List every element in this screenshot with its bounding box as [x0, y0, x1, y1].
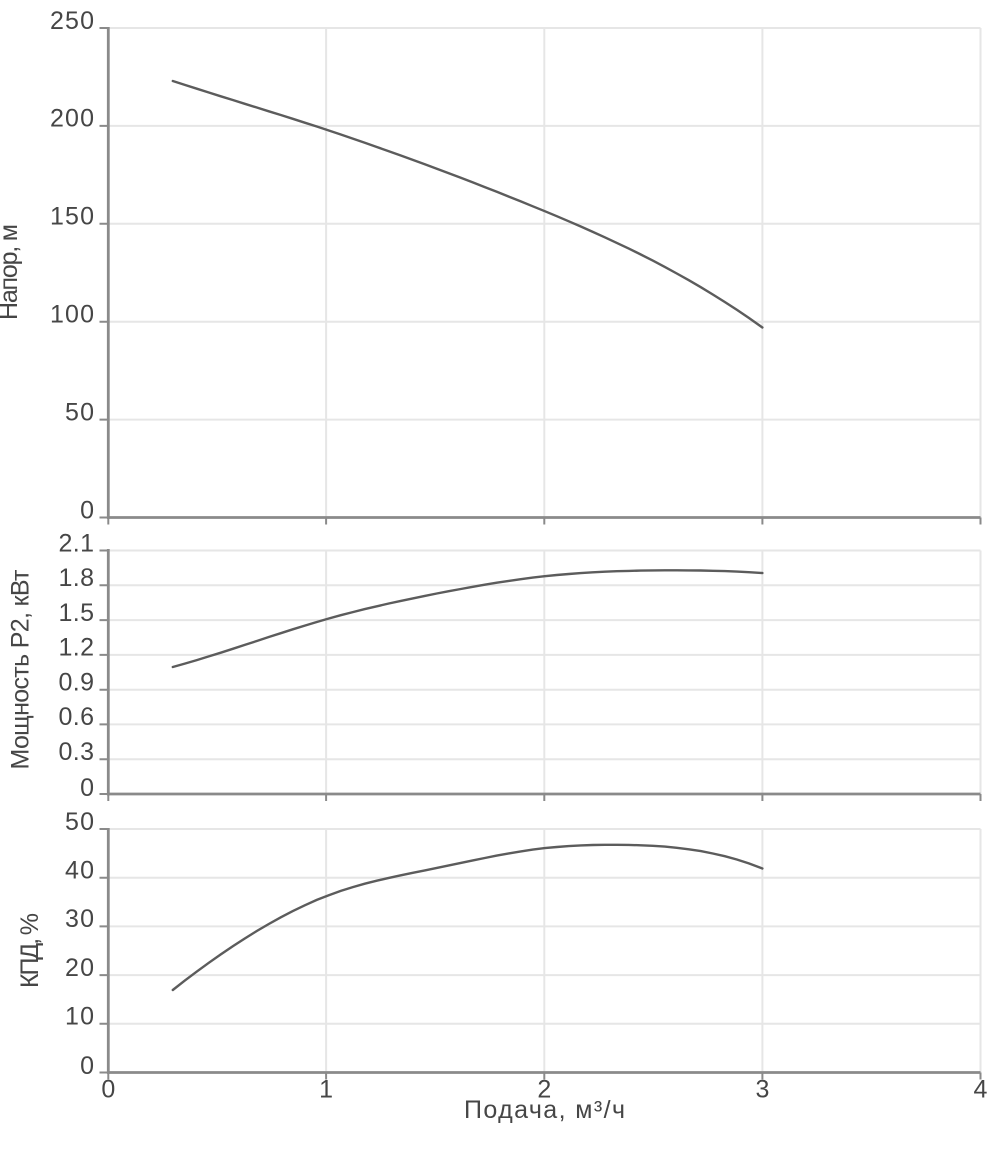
- svg-text:4: 4: [974, 1075, 988, 1103]
- svg-text:2: 2: [537, 1075, 551, 1103]
- svg-text:40: 40: [65, 857, 94, 885]
- svg-text:10: 10: [65, 1003, 94, 1031]
- svg-text:0: 0: [101, 1075, 115, 1103]
- svg-text:1.2: 1.2: [59, 634, 95, 662]
- svg-text:0.9: 0.9: [59, 669, 95, 697]
- svg-text:2.1: 2.1: [59, 529, 95, 557]
- svg-text:150: 150: [50, 203, 94, 231]
- svg-text:250: 250: [50, 7, 94, 35]
- svg-text:0: 0: [80, 774, 94, 802]
- svg-text:20: 20: [65, 954, 94, 982]
- svg-text:0: 0: [80, 496, 94, 524]
- svg-text:Напор, м: Напор, м: [0, 224, 23, 320]
- svg-text:30: 30: [65, 905, 94, 933]
- svg-text:КПД, %: КПД, %: [16, 913, 44, 988]
- svg-text:0.6: 0.6: [59, 703, 95, 731]
- svg-text:0: 0: [80, 1052, 94, 1080]
- svg-text:1: 1: [319, 1075, 333, 1103]
- svg-text:50: 50: [65, 808, 94, 836]
- svg-text:Мощность P2, кВт: Мощность P2, кВт: [7, 569, 35, 770]
- svg-text:100: 100: [50, 301, 94, 329]
- svg-text:0.3: 0.3: [59, 738, 95, 766]
- svg-text:Подача, м³/ч: Подача, м³/ч: [464, 1096, 625, 1124]
- svg-text:3: 3: [755, 1075, 769, 1103]
- svg-text:50: 50: [65, 398, 94, 426]
- svg-text:200: 200: [50, 105, 94, 133]
- svg-text:1.5: 1.5: [59, 599, 95, 627]
- svg-text:1.8: 1.8: [59, 564, 95, 592]
